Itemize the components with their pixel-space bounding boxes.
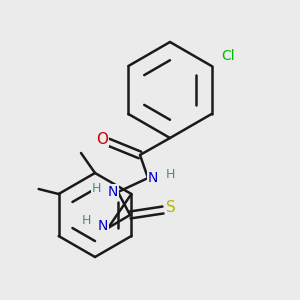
- Text: O: O: [96, 131, 108, 146]
- Text: N: N: [108, 185, 118, 199]
- Text: H: H: [81, 214, 91, 226]
- Text: N: N: [148, 171, 158, 185]
- Text: H: H: [91, 182, 101, 196]
- Text: N: N: [98, 219, 108, 233]
- Text: H: H: [165, 167, 175, 181]
- Text: Cl: Cl: [221, 49, 234, 63]
- Text: S: S: [166, 200, 176, 215]
